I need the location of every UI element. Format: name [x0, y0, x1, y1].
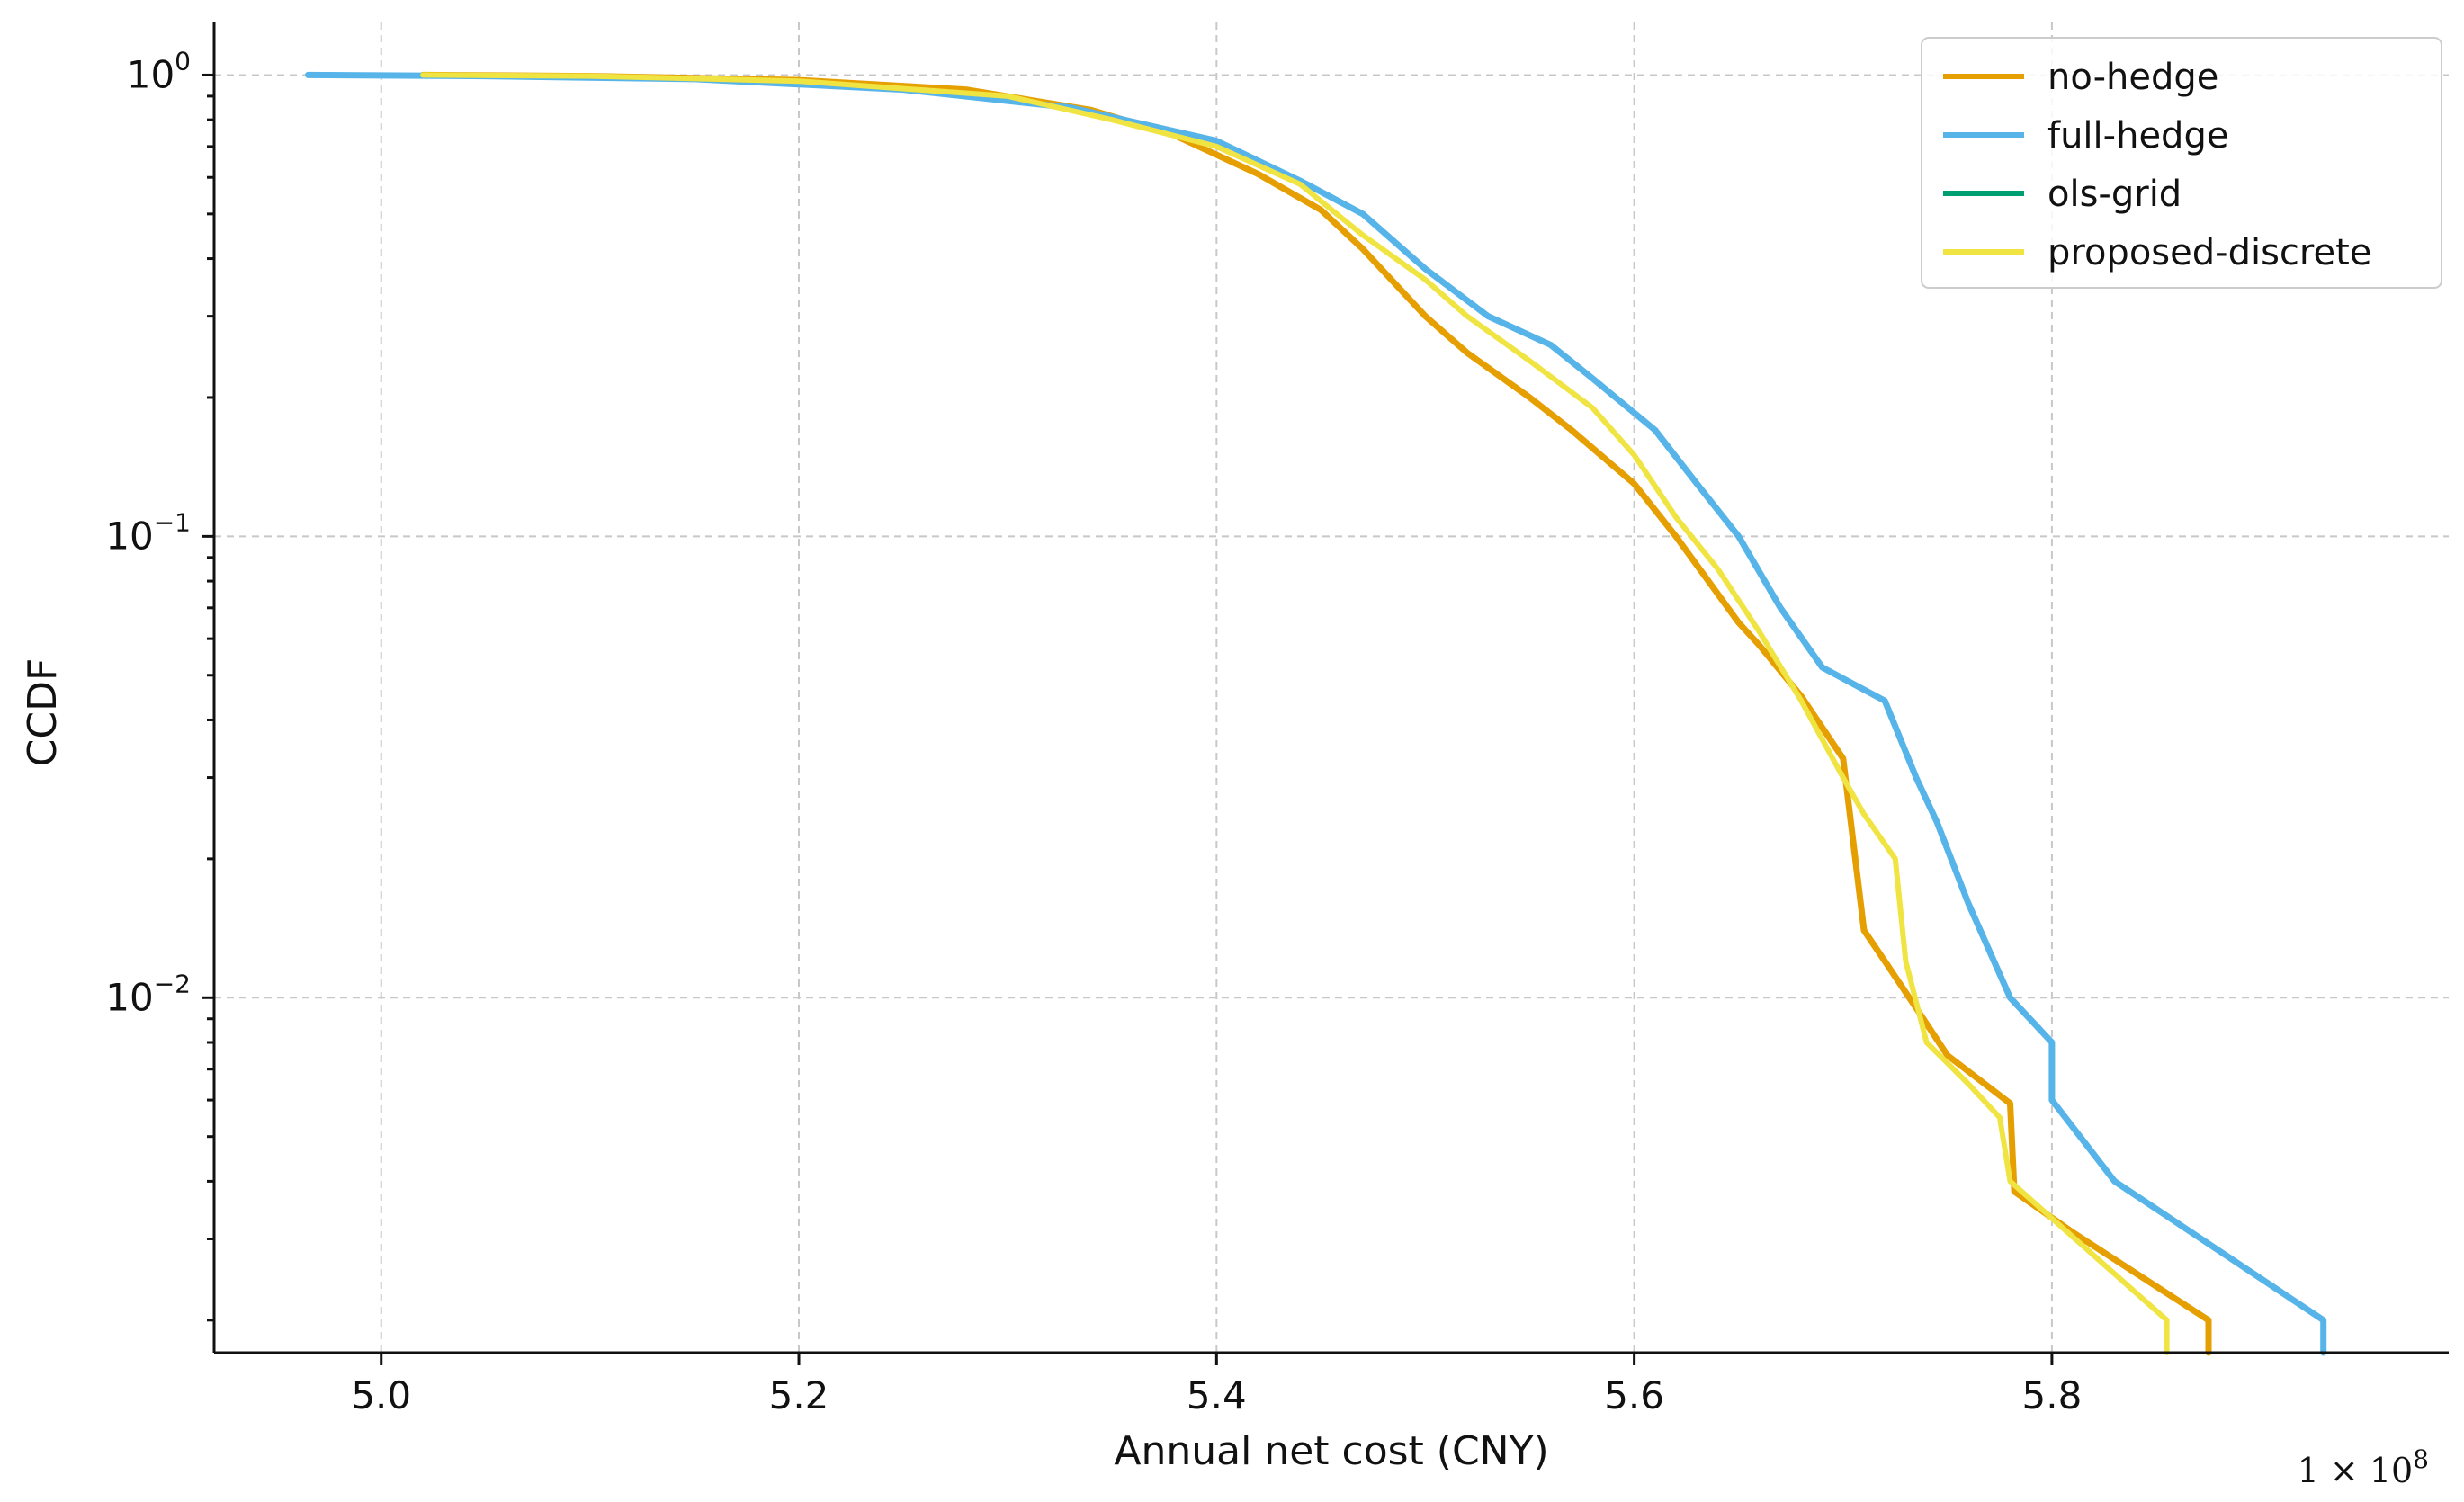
x-tick-label: 5.6 [1604, 1373, 1664, 1417]
series-line-proposed-discrete [420, 72, 2170, 1355]
legend-label-proposed-discrete: proposed-discrete [2047, 232, 2371, 273]
legend-label-no-hedge: no-hedge [2047, 57, 2218, 98]
legend: no-hedge full-hedge ols-grid proposed-discr… [1921, 37, 2442, 289]
series-line-ols-grid [421, 73, 2169, 1354]
tick-marks [202, 73, 2054, 1365]
legend-label-ols-grid: ols-grid [2047, 174, 2182, 215]
x-offset-multiplier: 1 × 108 [2298, 1444, 2429, 1490]
y-tick-label: 100 [127, 46, 191, 96]
y-tick-label: 10−2 [105, 969, 191, 1019]
series-lines [305, 71, 2327, 1356]
tick-labels: 5.0 5.2 5.4 5.6 5.8 100 10−1 10−2 [105, 46, 2082, 1417]
legend-label-full-hedge: full-hedge [2047, 115, 2228, 156]
x-tick-label: 5.8 [2022, 1373, 2083, 1417]
x-axis-title: Annual net cost (CNY) [1114, 1428, 1548, 1474]
series-line-full-hedge [305, 71, 2327, 1356]
x-tick-label: 5.0 [351, 1373, 411, 1417]
y-axis-title: CCDF [20, 658, 66, 767]
x-tick-label: 5.4 [1187, 1373, 1247, 1417]
legend-frame [1921, 37, 2442, 289]
x-tick-label: 5.2 [769, 1373, 829, 1417]
y-tick-label: 10−1 [105, 507, 191, 558]
axes [212, 22, 2449, 1354]
